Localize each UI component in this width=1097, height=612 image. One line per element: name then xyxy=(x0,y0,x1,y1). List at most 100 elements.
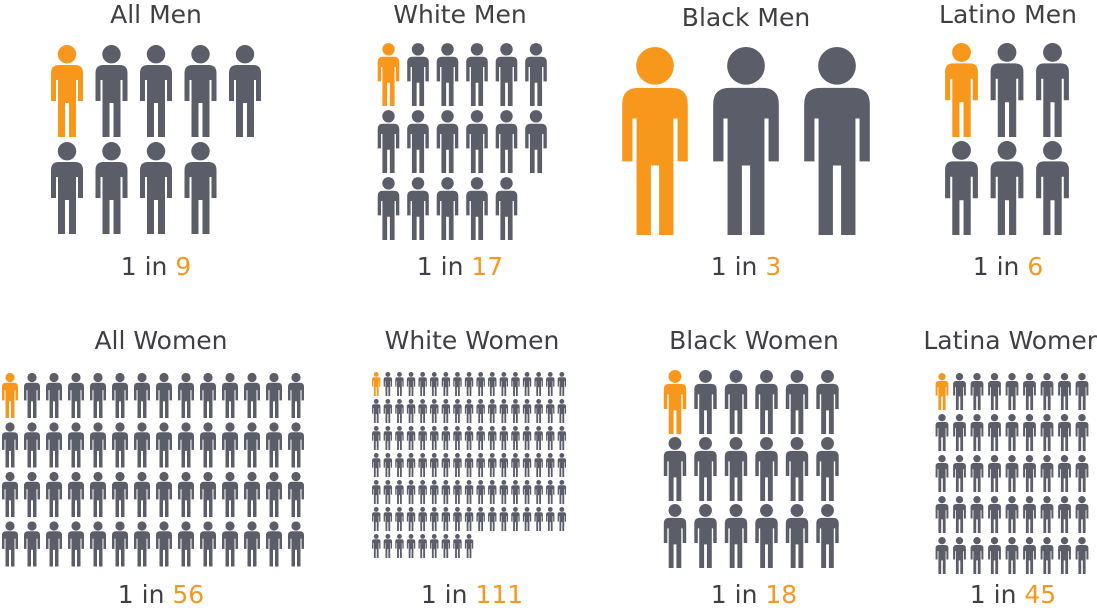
person-icon xyxy=(755,369,778,434)
person-icon xyxy=(372,425,381,450)
person-icon xyxy=(430,371,439,396)
person-icon xyxy=(178,521,194,567)
person-icon xyxy=(522,452,532,477)
person-icon xyxy=(511,371,520,396)
person-icon xyxy=(476,425,485,450)
person-icon xyxy=(464,425,474,450)
latina-women-ratio: 1 in 45 xyxy=(883,580,1097,609)
white-women-ratio: 1 in 111 xyxy=(342,580,602,609)
ratio-value: 6 xyxy=(1027,252,1044,281)
person-icon xyxy=(156,372,172,418)
person-icon xyxy=(546,452,555,477)
ratio-value: 18 xyxy=(765,580,798,609)
person-icon xyxy=(755,436,778,501)
person-icon xyxy=(430,533,439,558)
person-icon xyxy=(499,425,509,450)
person-icon xyxy=(511,479,520,504)
person-icon xyxy=(90,521,106,567)
person-icon xyxy=(724,436,748,501)
person-icon xyxy=(522,479,532,504)
highlighted-person-icon xyxy=(945,42,978,137)
person-icon xyxy=(453,506,462,531)
person-icon xyxy=(134,372,150,418)
person-icon xyxy=(1005,373,1019,410)
person-icon xyxy=(785,503,809,568)
ratio-prefix: 1 in xyxy=(120,252,168,281)
person-icon xyxy=(476,398,485,423)
person-icon xyxy=(935,496,949,533)
person-icon xyxy=(134,471,150,517)
black-men-person-grid xyxy=(622,46,870,235)
person-icon xyxy=(68,521,84,567)
person-icon xyxy=(495,43,518,106)
highlighted-person-icon xyxy=(663,369,687,434)
person-icon xyxy=(46,372,62,418)
person-icon xyxy=(495,177,518,240)
person-icon xyxy=(395,425,404,450)
person-icon xyxy=(24,521,40,567)
ratio-prefix: 1 in xyxy=(420,580,468,609)
person-icon xyxy=(383,506,393,531)
person-icon xyxy=(372,398,381,423)
white-women-person-grid xyxy=(372,371,567,558)
person-icon xyxy=(288,471,304,517)
person-icon xyxy=(488,506,497,531)
person-icon xyxy=(441,452,451,477)
person-icon xyxy=(546,506,555,531)
person-icon xyxy=(441,371,451,396)
person-icon xyxy=(525,43,547,106)
highlighted-person-icon xyxy=(377,43,400,106)
person-icon xyxy=(95,142,128,234)
person-icon xyxy=(418,533,427,558)
person-icon xyxy=(90,372,106,418)
person-icon xyxy=(663,503,687,568)
person-icon xyxy=(24,471,40,517)
person-icon xyxy=(935,455,949,492)
person-icon xyxy=(68,471,84,517)
person-icon xyxy=(499,452,509,477)
person-icon xyxy=(46,422,62,468)
person-icon xyxy=(377,110,400,173)
person-icon xyxy=(464,533,474,558)
all-women-title: All Women xyxy=(94,326,228,355)
person-icon xyxy=(990,42,1024,137)
latina-women-person-grid xyxy=(935,373,1089,574)
person-icon xyxy=(522,506,532,531)
person-icon xyxy=(441,533,451,558)
person-icon xyxy=(383,398,393,423)
person-icon xyxy=(2,521,18,567)
person-icon xyxy=(112,422,128,468)
person-icon xyxy=(51,142,83,234)
person-icon xyxy=(156,422,172,468)
person-icon xyxy=(466,177,488,240)
person-icon xyxy=(395,452,404,477)
ratio-prefix: 1 in xyxy=(416,252,464,281)
person-icon xyxy=(534,479,543,504)
all-men-title: All Men xyxy=(110,0,202,29)
person-icon xyxy=(418,479,427,504)
latino-men-title: Latino Men xyxy=(939,0,1077,29)
person-icon xyxy=(970,373,984,410)
person-icon xyxy=(988,414,1001,451)
person-icon xyxy=(1005,414,1019,451)
person-icon xyxy=(534,398,543,423)
person-icon xyxy=(95,45,128,137)
person-icon xyxy=(24,422,40,468)
person-icon xyxy=(395,398,404,423)
person-icon xyxy=(945,140,978,235)
person-icon xyxy=(395,479,404,504)
person-icon xyxy=(466,43,488,106)
person-icon xyxy=(953,455,966,492)
person-icon xyxy=(406,452,416,477)
person-icon xyxy=(430,452,439,477)
person-icon xyxy=(816,436,839,501)
highlighted-person-icon xyxy=(2,372,18,418)
person-icon xyxy=(395,371,404,396)
person-icon xyxy=(383,533,393,558)
all-men-person-grid xyxy=(51,45,261,234)
person-icon xyxy=(430,425,439,450)
person-icon xyxy=(953,496,966,533)
person-icon xyxy=(970,537,984,574)
person-icon xyxy=(1075,496,1089,533)
person-icon xyxy=(1023,455,1036,492)
